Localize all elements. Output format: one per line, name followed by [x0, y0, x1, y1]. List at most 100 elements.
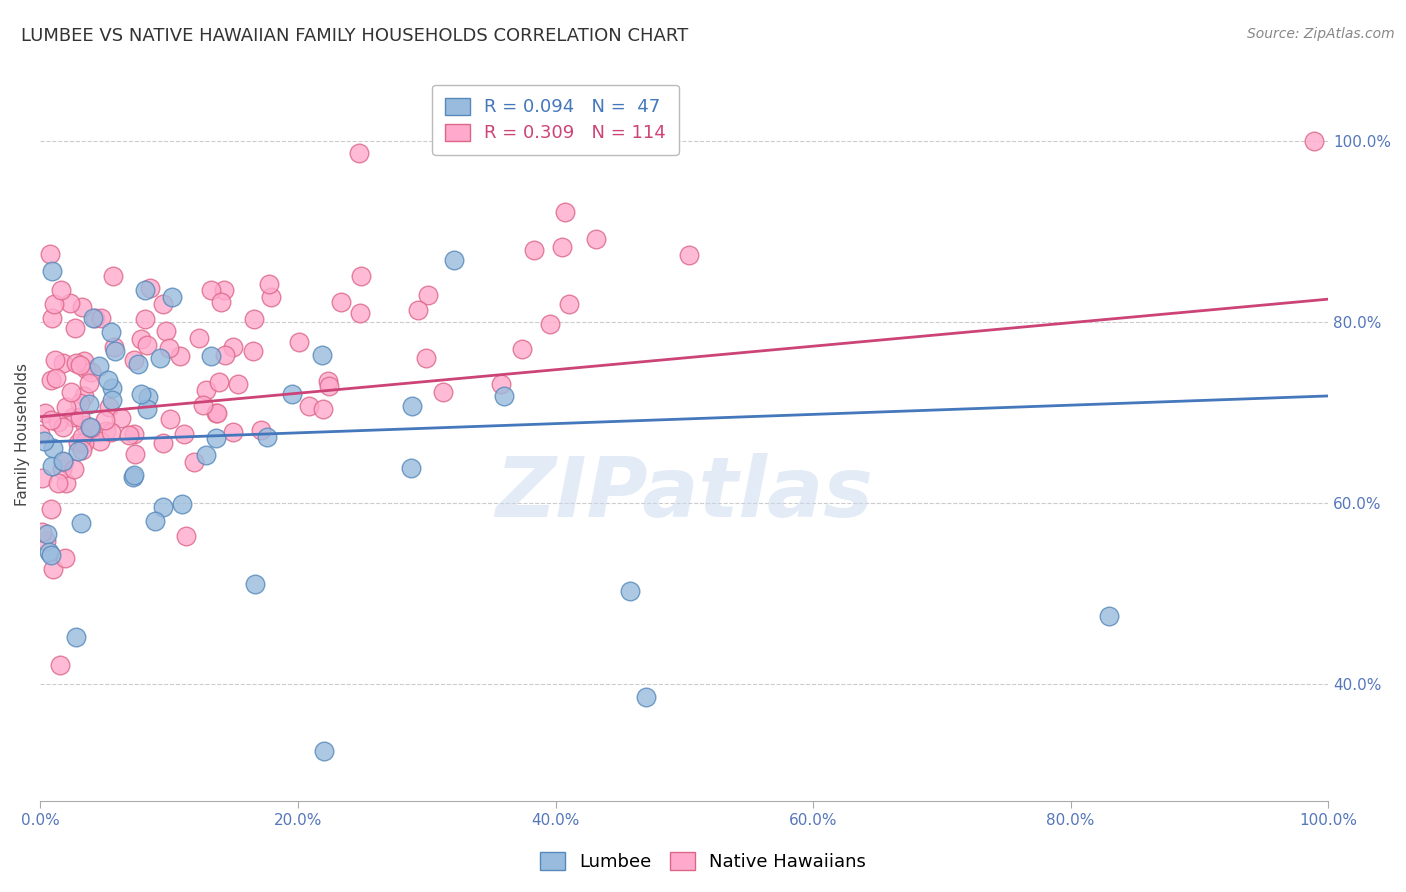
Point: [415, 351, 437, 366]
Point: [75, 417, 97, 432]
Point: [432, 384, 454, 399]
Point: [205, 431, 228, 445]
Point: [183, 455, 205, 469]
Point: [242, 344, 264, 359]
Point: [347, 146, 370, 161]
Point: [69, 410, 91, 425]
Point: [312, 744, 335, 758]
Point: [101, 269, 124, 284]
Point: [41, 311, 63, 326]
Point: [110, 410, 132, 425]
Point: [42, 297, 65, 311]
Point: [250, 423, 273, 437]
Point: [222, 340, 245, 354]
Point: [281, 387, 304, 401]
Point: [401, 399, 423, 413]
Point: [399, 460, 422, 475]
Point: [39, 373, 62, 387]
Legend: R = 0.094   N =  47, R = 0.309   N = 114: R = 0.094 N = 47, R = 0.309 N = 114: [432, 85, 679, 155]
Point: [65, 356, 87, 370]
Point: [311, 347, 333, 361]
Point: [350, 269, 373, 284]
Y-axis label: Family Households: Family Households: [15, 363, 30, 507]
Point: [31, 524, 53, 539]
Point: [152, 500, 174, 514]
Point: [298, 399, 321, 413]
Point: [492, 389, 515, 403]
Point: [34, 434, 56, 449]
Point: [55, 475, 77, 490]
Point: [53, 551, 76, 566]
Point: [70, 442, 93, 457]
Point: [174, 529, 197, 543]
Point: [316, 375, 339, 389]
Point: [243, 576, 266, 591]
Point: [98, 400, 121, 414]
Point: [558, 297, 581, 311]
Point: [214, 348, 236, 362]
Point: [55, 400, 77, 414]
Point: [46, 415, 69, 429]
Point: [134, 283, 156, 297]
Point: [79, 420, 101, 434]
Point: [34, 406, 56, 420]
Point: [124, 447, 146, 461]
Point: [209, 295, 232, 310]
Point: [42, 442, 65, 456]
Point: [129, 387, 152, 401]
Point: [52, 356, 75, 370]
Point: [226, 377, 249, 392]
Legend: Lumbee, Native Hawaiians: Lumbee, Native Hawaiians: [533, 846, 873, 879]
Text: ZIPatlas: ZIPatlas: [495, 453, 873, 534]
Point: [65, 630, 87, 644]
Point: [103, 340, 125, 354]
Point: [89, 434, 111, 448]
Point: [406, 303, 429, 318]
Point: [200, 283, 222, 297]
Point: [157, 341, 180, 355]
Point: [62, 462, 84, 476]
Point: [80, 420, 103, 434]
Point: [159, 412, 181, 426]
Point: [200, 349, 222, 363]
Point: [678, 248, 700, 262]
Point: [69, 358, 91, 372]
Point: [49, 283, 72, 297]
Point: [136, 390, 159, 404]
Point: [152, 435, 174, 450]
Point: [52, 420, 75, 434]
Point: [222, 425, 245, 440]
Point: [208, 375, 231, 389]
Point: [523, 243, 546, 257]
Point: [205, 406, 228, 420]
Point: [136, 338, 159, 352]
Point: [169, 349, 191, 363]
Point: [97, 373, 120, 387]
Point: [538, 317, 561, 331]
Point: [84, 310, 107, 325]
Point: [127, 357, 149, 371]
Point: [173, 427, 195, 442]
Point: [416, 288, 439, 302]
Point: [443, 253, 465, 268]
Point: [77, 397, 100, 411]
Point: [70, 430, 93, 444]
Point: [59, 296, 82, 310]
Point: [489, 377, 512, 392]
Point: [312, 402, 335, 417]
Point: [122, 468, 145, 483]
Point: [122, 470, 145, 484]
Point: [122, 352, 145, 367]
Point: [136, 401, 159, 416]
Point: [100, 325, 122, 339]
Point: [63, 320, 86, 334]
Point: [53, 454, 76, 468]
Point: [38, 247, 60, 261]
Point: [73, 389, 96, 403]
Point: [45, 371, 67, 385]
Point: [51, 462, 73, 476]
Point: [619, 584, 641, 599]
Point: [134, 311, 156, 326]
Point: [73, 436, 96, 450]
Point: [90, 310, 112, 325]
